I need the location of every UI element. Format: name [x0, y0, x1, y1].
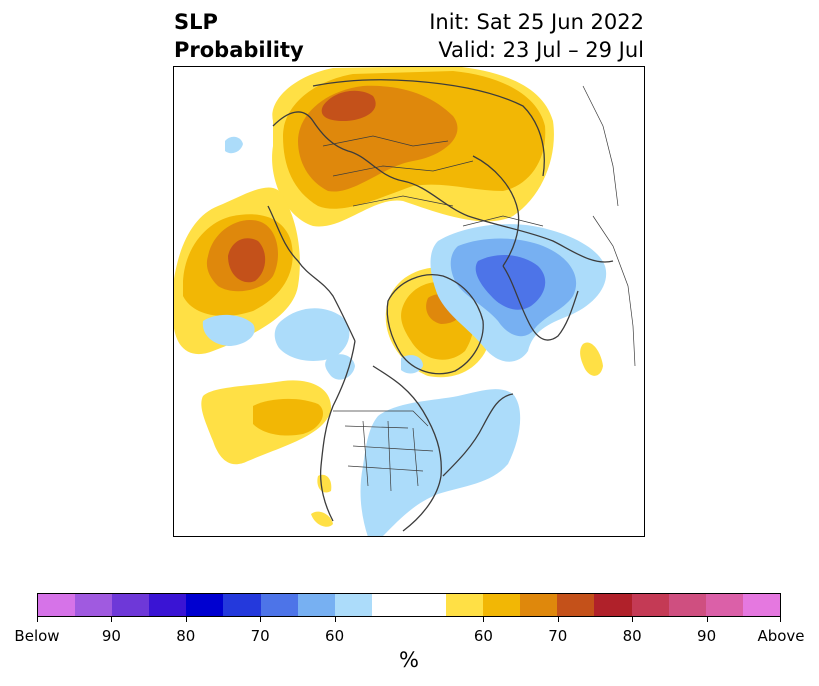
coastlines [267, 79, 614, 532]
colorbar-tick [558, 617, 559, 622]
colorbar-tick-label: 70 [548, 627, 568, 645]
probability-colorbar [37, 593, 781, 617]
colorbar-tick-label: 90 [697, 627, 717, 645]
colorbar-tick [260, 617, 261, 622]
title-type: Probability [174, 38, 304, 62]
colorbar-below-4 [186, 594, 224, 616]
colorbar-tick-label: 80 [176, 627, 196, 645]
colorbar-tick [632, 617, 633, 622]
colorbar-above-4 [594, 594, 632, 616]
below-region-bering [202, 314, 255, 346]
colorbar-tick [37, 617, 38, 622]
colorbar-above-6 [668, 594, 706, 616]
colorbar-above-8 [742, 594, 780, 616]
below-region-canadian-arctic [274, 308, 350, 361]
colorbar-tick [186, 617, 187, 622]
colorbar-above-2 [520, 594, 558, 616]
colorbar-above-3 [557, 594, 595, 616]
colorbar-above-7 [705, 594, 743, 616]
above-patch-pacific-east [580, 342, 603, 376]
valid-date-range: Valid: 23 Jul – 29 Jul [438, 38, 644, 62]
colorbar-tick [111, 617, 112, 622]
colorbar-neutral [371, 594, 447, 616]
above-patch-mexico-coast [311, 511, 333, 527]
colorbar-below-5 [223, 594, 261, 616]
colorbar-below-8 [334, 594, 372, 616]
colorbar-tick [335, 617, 336, 622]
init-date: Init: Sat 25 Jun 2022 [429, 10, 644, 34]
colorbar-above-0 [446, 594, 484, 616]
date-info: Init: Sat 25 Jun 2022 Valid: 23 Jul – 29… [429, 8, 644, 64]
colorbar-tick-label: 70 [250, 627, 270, 645]
colorbar-above-5 [631, 594, 669, 616]
title-variable: SLP [174, 10, 218, 34]
colorbar-units: % [399, 648, 419, 672]
colorbar-below-0 [38, 594, 76, 616]
below-region-eastern-north-america [360, 389, 521, 537]
above-region-central-pacific [201, 380, 332, 465]
map-title: SLP Probability [174, 8, 304, 64]
colorbar-tick-label: Below [14, 627, 60, 645]
colorbar-tick-label: 90 [101, 627, 121, 645]
colorbar-below-6 [260, 594, 298, 616]
colorbar-below-7 [297, 594, 335, 616]
colorbar-tick-label: Above [757, 627, 805, 645]
colorbar-tick-label: 60 [325, 627, 345, 645]
colorbar-tick [707, 617, 708, 622]
colorbar-tick-label: 80 [622, 627, 642, 645]
colorbar-above-1 [483, 594, 521, 616]
colorbar-tick [483, 617, 484, 622]
colorbar-tick-label: 60 [473, 627, 493, 645]
political-borders [322, 85, 636, 492]
below-region-alaska-interior [325, 354, 355, 380]
probability-map [173, 66, 645, 537]
colorbar-below-3 [149, 594, 187, 616]
above-region-northeast-pacific [173, 187, 300, 355]
below-patch-north-pacific [225, 136, 243, 154]
colorbar-below-1 [75, 594, 113, 616]
colorbar-below-2 [112, 594, 150, 616]
colorbar-tick [780, 617, 781, 622]
